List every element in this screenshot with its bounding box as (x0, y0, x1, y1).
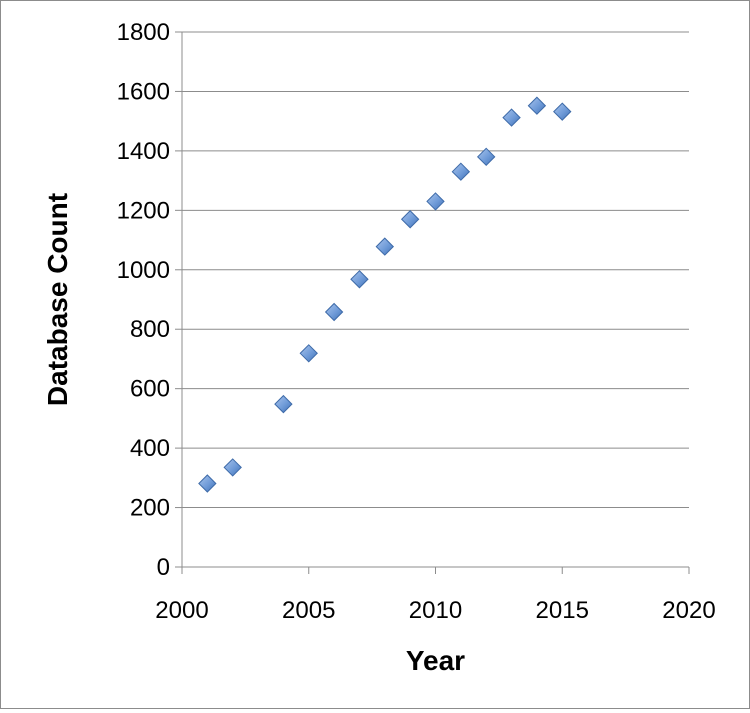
data-point (502, 108, 521, 127)
y-tick-label: 0 (157, 554, 170, 581)
x-tick-label: 2020 (662, 597, 715, 624)
x-tick-label: 2000 (155, 597, 208, 624)
y-tick-label: 600 (130, 376, 170, 403)
tick-labels: 0 200 400 600 800 1000 1200 1400 1600 1800 2000 200… (117, 19, 716, 624)
y-axis-title: Database Count (42, 193, 73, 406)
y-tick-label: 1600 (117, 78, 170, 105)
data-point (350, 270, 369, 289)
data-point (274, 394, 293, 414)
x-tick-label: 2015 (536, 597, 589, 624)
data-point (375, 237, 395, 256)
y-tick-label: 800 (130, 316, 170, 343)
data-point (299, 344, 318, 363)
x-tick-label: 2010 (409, 597, 462, 624)
data-point (198, 474, 217, 493)
data-points (198, 96, 572, 493)
y-tick-label: 400 (130, 435, 170, 462)
y-tick-label: 1400 (117, 138, 170, 165)
y-tick-label: 1800 (117, 19, 170, 46)
data-point (324, 302, 344, 322)
data-point (451, 162, 471, 181)
y-tick-label: 200 (130, 495, 170, 522)
y-tick-label: 1000 (117, 257, 170, 284)
data-point (426, 192, 445, 211)
x-tick-label: 2005 (282, 597, 335, 624)
x-axis-title: Year (406, 645, 465, 676)
data-point (476, 147, 496, 167)
data-point (553, 102, 572, 121)
axes (175, 31, 690, 574)
data-point (223, 458, 242, 477)
data-point (400, 210, 420, 229)
gridlines (182, 31, 689, 509)
data-point (527, 96, 547, 115)
y-tick-label: 1200 (117, 197, 170, 224)
